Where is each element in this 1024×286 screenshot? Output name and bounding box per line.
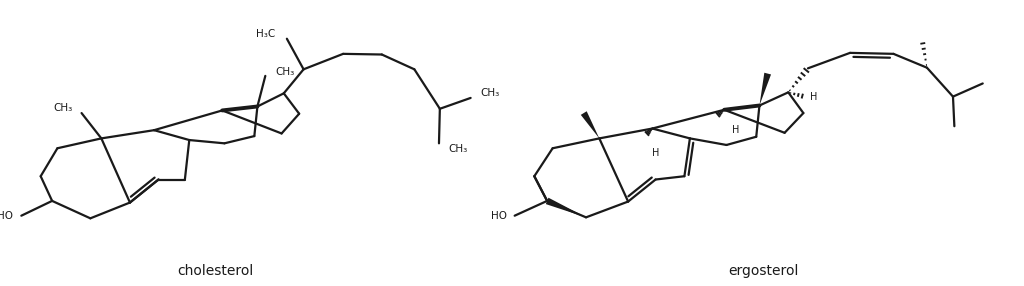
Text: H: H <box>652 148 659 158</box>
Text: CH₃: CH₃ <box>53 103 73 113</box>
Text: H: H <box>810 92 817 102</box>
Text: cholesterol: cholesterol <box>177 264 254 278</box>
Text: HO: HO <box>0 211 13 221</box>
Text: ergosterol: ergosterol <box>728 264 799 278</box>
Polygon shape <box>760 73 771 106</box>
Text: CH₃: CH₃ <box>275 67 294 77</box>
Text: HO: HO <box>490 211 507 221</box>
Text: H: H <box>731 125 739 135</box>
Polygon shape <box>581 111 599 138</box>
Text: H₃C: H₃C <box>256 29 275 39</box>
Text: CH₃: CH₃ <box>480 88 500 98</box>
Polygon shape <box>546 198 586 217</box>
Text: CH₃: CH₃ <box>449 144 468 154</box>
